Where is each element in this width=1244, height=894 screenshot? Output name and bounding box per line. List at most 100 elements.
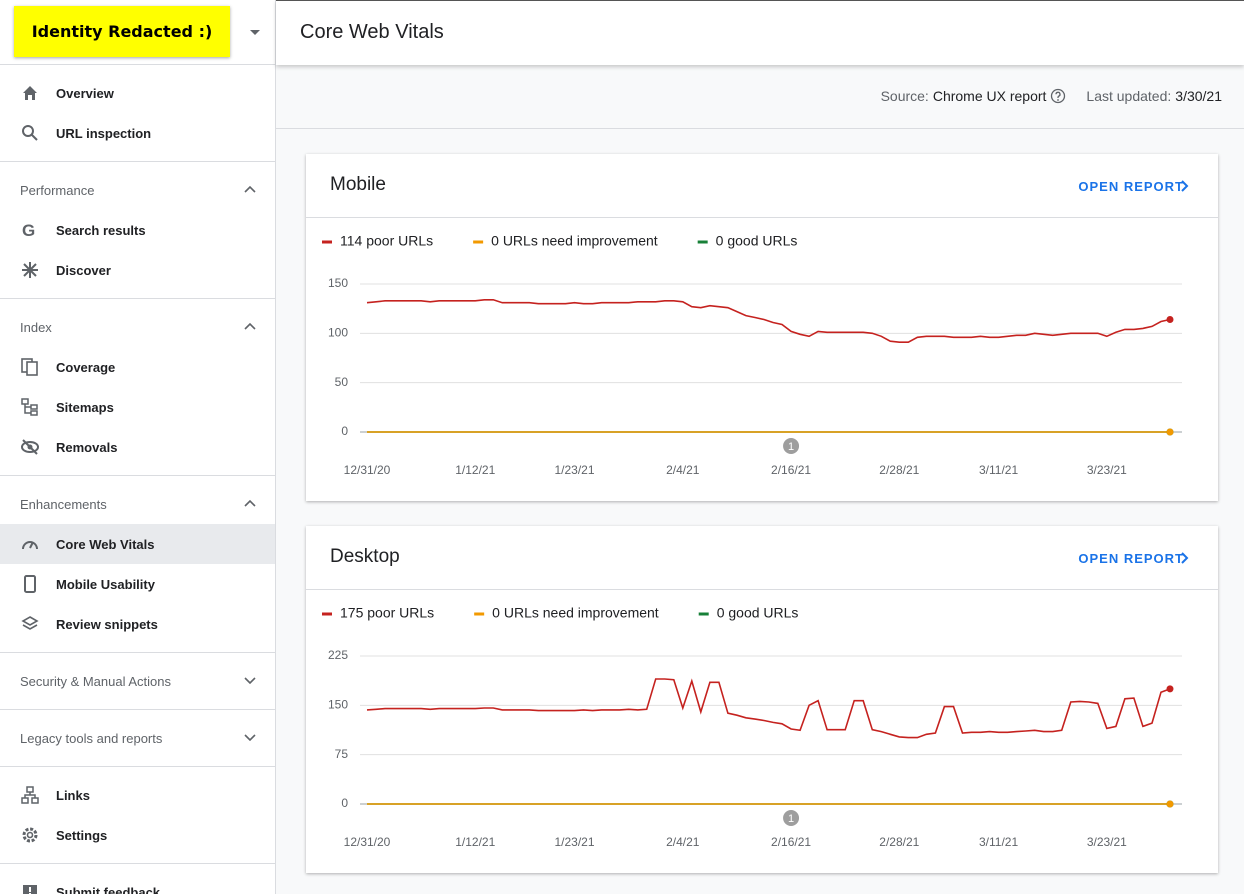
nav-label[interactable]: Links bbox=[56, 787, 90, 803]
chevron bbox=[244, 499, 256, 507]
property-name[interactable]: Identity Redacted :) bbox=[14, 6, 230, 57]
nav-label[interactable]: Overview bbox=[56, 85, 114, 101]
chevron bbox=[1181, 552, 1189, 564]
nav-item[interactable]: Sitemaps bbox=[0, 387, 275, 427]
card-title: Desktop bbox=[330, 546, 400, 567]
divider bbox=[276, 128, 1244, 129]
report-card: Desktop OPEN REPORT 175 poor URLs 0 URLs ne… bbox=[306, 526, 1218, 873]
nav-label[interactable]: Removals bbox=[56, 439, 118, 455]
nav-item[interactable]: URL inspection bbox=[0, 113, 275, 153]
y-tick-label: 0 bbox=[341, 424, 348, 438]
source-label: Source: bbox=[880, 88, 929, 104]
section-header[interactable]: Security & Manual Actions bbox=[0, 661, 275, 701]
sidebar: Identity Redacted :) Overview URL inspec… bbox=[0, 0, 276, 894]
annotation[interactable]: 1 bbox=[783, 810, 800, 826]
nav-item[interactable]: Coverage bbox=[0, 347, 275, 387]
source-value: Chrome UX report bbox=[932, 88, 1047, 104]
nav-item[interactable]: Links bbox=[0, 775, 275, 815]
nav-group: Links Settings bbox=[0, 767, 275, 864]
legend-label: 0 URLs need improvement bbox=[492, 605, 659, 621]
icon bbox=[24, 575, 36, 593]
section-header[interactable]: Enhancements bbox=[0, 484, 275, 524]
annotation-label: 1 bbox=[788, 813, 794, 825]
x-tick-label: 12/31/20 bbox=[344, 463, 391, 477]
chart: 175 poor URLs 0 URLs need improvement 0 go… bbox=[322, 605, 1182, 849]
icon bbox=[22, 827, 38, 843]
nav-item[interactable]: Submit feedback bbox=[0, 872, 275, 894]
report-card: Mobile OPEN REPORT 114 poor URLs 0 URLs nee… bbox=[306, 154, 1218, 501]
series-line bbox=[366, 299, 1171, 343]
y-tick-label: 150 bbox=[328, 698, 348, 712]
card-divider bbox=[306, 589, 1218, 590]
x-tick-label: 1/12/21 bbox=[455, 463, 495, 477]
icon bbox=[22, 125, 38, 141]
icon bbox=[21, 616, 39, 630]
nav-item-active[interactable]: Core Web Vitals bbox=[0, 524, 275, 564]
nav-group: Index Coverage Sitemaps Removals bbox=[0, 299, 275, 476]
chevron bbox=[1181, 180, 1189, 192]
nav-item[interactable]: Removals bbox=[0, 427, 275, 467]
annotation[interactable]: 1 bbox=[783, 438, 800, 454]
help-icon[interactable] bbox=[1050, 88, 1066, 104]
property-selector[interactable]: Identity Redacted :) bbox=[0, 0, 275, 65]
nav-label[interactable]: Search results bbox=[56, 222, 146, 238]
nav-label[interactable]: Coverage bbox=[56, 359, 116, 375]
chevron-path bbox=[1181, 552, 1189, 564]
end-point bbox=[1166, 685, 1174, 693]
x-tick-label: 2/16/21 bbox=[771, 463, 811, 477]
nav-group: Enhancements Core Web Vitals Mobile Usab… bbox=[0, 476, 275, 653]
open-report[interactable]: OPEN REPORT bbox=[1078, 179, 1184, 194]
x-tick-label: 3/11/21 bbox=[979, 463, 1018, 477]
chevron bbox=[244, 322, 256, 330]
nav-label[interactable]: Submit feedback bbox=[56, 884, 161, 894]
status-row: Source: Chrome UX report Last updated: 3… bbox=[881, 88, 1222, 104]
svg-text:G: G bbox=[22, 221, 35, 239]
nav-label[interactable]: Settings bbox=[56, 827, 108, 843]
nav-item[interactable]: Mobile Usability bbox=[0, 564, 275, 604]
dropdown-caret[interactable] bbox=[250, 30, 260, 35]
y-tick-label: 225 bbox=[328, 648, 348, 662]
nav-item[interactable]: Discover bbox=[0, 250, 275, 290]
updated-value: 3/30/21 bbox=[1175, 88, 1222, 104]
icon bbox=[22, 262, 38, 278]
section-header[interactable]: Legacy tools and reports bbox=[0, 718, 275, 758]
nav-item[interactable]: Review snippets bbox=[0, 604, 275, 644]
chevron bbox=[244, 677, 256, 684]
x-tick-label: 2/28/21 bbox=[879, 463, 919, 477]
section-title[interactable]: Security & Manual Actions bbox=[20, 673, 172, 689]
icon bbox=[22, 541, 38, 550]
x-tick-label: 2/16/21 bbox=[771, 835, 811, 849]
icon bbox=[21, 786, 39, 804]
x-tick-label: 2/4/21 bbox=[666, 463, 700, 477]
page-title: Core Web Vitals bbox=[300, 21, 444, 43]
nav-label[interactable]: Review snippets bbox=[56, 616, 158, 632]
icon bbox=[23, 885, 37, 894]
nav-label[interactable]: URL inspection bbox=[56, 125, 152, 141]
nav-item[interactable]: Settings bbox=[0, 815, 275, 855]
nav-label[interactable]: Discover bbox=[56, 262, 111, 278]
icon bbox=[21, 439, 39, 455]
x-tick-label: 3/11/21 bbox=[979, 835, 1018, 849]
section-title[interactable]: Index bbox=[20, 319, 52, 335]
end-point bbox=[1166, 316, 1174, 324]
x-tick-label: 2/28/21 bbox=[879, 835, 919, 849]
series-line bbox=[366, 678, 1171, 739]
chevron bbox=[244, 185, 256, 193]
end-point bbox=[1166, 800, 1174, 808]
nav-item[interactable]: Overview bbox=[0, 73, 275, 113]
section-title[interactable]: Legacy tools and reports bbox=[20, 730, 163, 746]
section-header[interactable]: Index bbox=[0, 307, 275, 347]
icon bbox=[21, 358, 38, 376]
y-tick-label: 150 bbox=[328, 276, 348, 290]
open-report[interactable]: OPEN REPORT bbox=[1078, 551, 1184, 566]
section-header[interactable]: Performance bbox=[0, 170, 275, 210]
section-title[interactable]: Enhancements bbox=[20, 496, 107, 512]
card-title: Mobile bbox=[330, 174, 386, 195]
nav-item[interactable]: G Search results bbox=[0, 210, 275, 250]
nav-label[interactable]: Mobile Usability bbox=[56, 576, 155, 592]
x-tick-label: 2/4/21 bbox=[666, 835, 700, 849]
x-tick-label: 12/31/20 bbox=[344, 835, 391, 849]
nav-label[interactable]: Sitemaps bbox=[56, 399, 114, 415]
nav-label[interactable]: Core Web Vitals bbox=[56, 536, 155, 552]
section-title[interactable]: Performance bbox=[20, 182, 95, 198]
